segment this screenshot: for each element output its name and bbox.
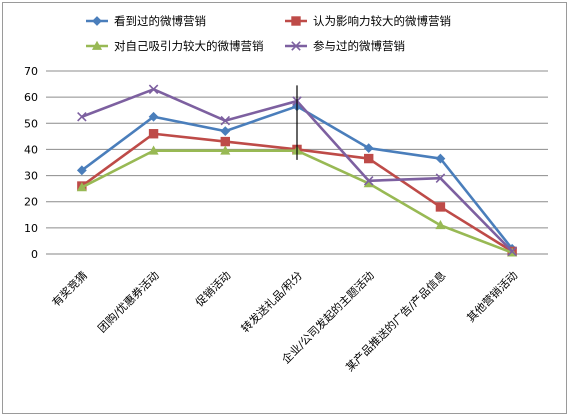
x-tick-label: 转发送礼品/积分	[238, 268, 305, 335]
x-tick-label: 团购/优惠券活动	[95, 268, 162, 335]
data-point-marker	[435, 153, 446, 164]
data-point-marker	[291, 16, 301, 26]
y-axis-ticks: 0 10 20 30 40 50 60 70	[24, 65, 38, 261]
data-point-marker	[148, 111, 159, 122]
data-point-marker	[507, 246, 517, 257]
data-point-marker	[435, 220, 446, 230]
data-point-marker	[363, 176, 374, 186]
data-point-marker	[220, 136, 230, 147]
data-point-marker	[76, 182, 87, 192]
y-tick-label: 60	[24, 91, 38, 104]
legend-item: 认为影响力较大的微博营销	[285, 14, 451, 28]
data-point-marker	[148, 145, 159, 155]
data-point-marker	[77, 111, 87, 122]
data-point-marker	[435, 173, 446, 183]
data-point-marker	[148, 84, 159, 95]
y-tick-label: 20	[24, 196, 38, 209]
x-tick-label: 其他营销活动	[464, 268, 521, 325]
data-point-marker	[92, 16, 102, 26]
data-point-marker	[363, 143, 374, 154]
data-point-marker	[91, 40, 103, 50]
legend-label: 参与过的微博营销	[313, 39, 405, 53]
y-tick-label: 30	[24, 170, 38, 183]
data-point-marker	[220, 115, 231, 126]
y-tick-label: 40	[24, 143, 38, 156]
legend-item: 看到过的微博营销	[86, 14, 206, 28]
y-tick-label: 10	[24, 222, 38, 235]
legend-label: 看到过的微博营销	[114, 14, 206, 28]
data-point-marker	[435, 202, 446, 212]
y-tick-label: 70	[24, 65, 38, 78]
y-tick-label: 0	[31, 248, 38, 261]
data-point-marker	[148, 129, 159, 139]
x-tick-label: 促销活动	[192, 268, 233, 309]
legend-item: 对自己吸引力较大的微博营销	[86, 39, 264, 53]
data-point-marker	[76, 165, 87, 176]
data-point-marker	[291, 41, 301, 51]
x-tick-label: 有奖竞猜	[49, 268, 90, 309]
x-axis-ticks: 有奖竞猜 团购/优惠券活动 促销活动 转发送礼品/积分企业/公司发起的主题活动某产品推…	[49, 268, 520, 374]
data-point-marker	[364, 153, 374, 164]
data-point-marker	[220, 126, 231, 137]
legend-item: 参与过的微博营销	[285, 39, 405, 53]
y-tick-label: 50	[24, 117, 38, 130]
legend-label: 对自己吸引力较大的微博营销	[114, 39, 264, 53]
legend-label: 认为影响力较大的微博营销	[313, 14, 451, 28]
gridlines	[46, 70, 548, 255]
data-point-marker	[220, 145, 231, 155]
